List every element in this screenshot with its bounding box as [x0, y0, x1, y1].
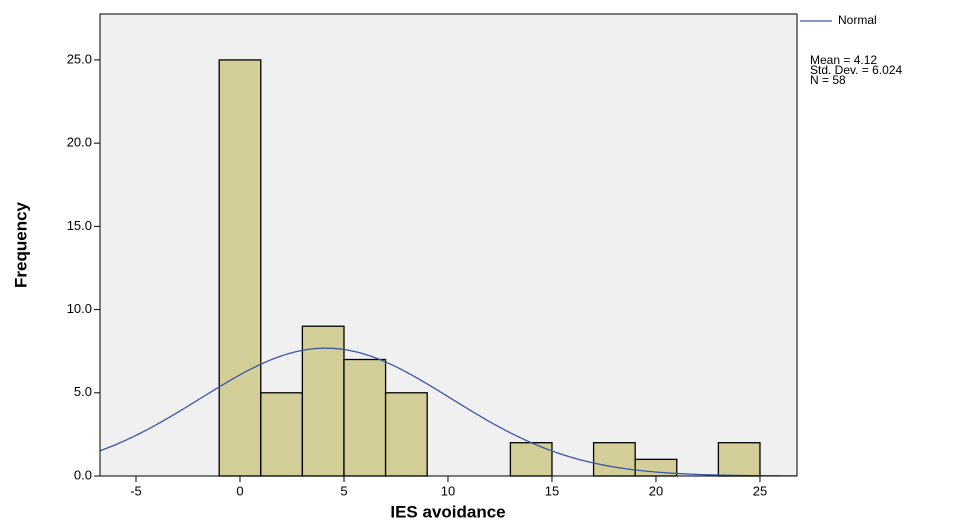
x-tick-label: 15 — [545, 483, 559, 498]
plot-frame — [99, 13, 798, 477]
y-tick-label: 10.0 — [67, 301, 92, 316]
x-tick-label: 20 — [649, 483, 663, 498]
bar — [717, 442, 761, 477]
plot-area — [100, 14, 797, 476]
bar — [384, 392, 428, 477]
x-tick-label: 10 — [441, 483, 455, 498]
y-tick-label: 0.0 — [74, 467, 92, 482]
stat-sd: Std. Dev. = 6.024 — [810, 63, 902, 77]
y-tick-label: 5.0 — [74, 384, 92, 399]
bar — [218, 59, 262, 477]
x-axis-label: IES avoidance — [390, 502, 505, 521]
stat-n: N = 58 — [810, 73, 846, 87]
bar — [301, 325, 345, 477]
y-tick-label: 25.0 — [67, 51, 92, 66]
bar — [343, 358, 387, 477]
bar — [592, 442, 636, 477]
y-tick-label: 15.0 — [67, 218, 92, 233]
normal-curve — [99, 347, 798, 477]
y-axis-label: Frequency — [11, 201, 30, 288]
x-tick-label: -5 — [130, 483, 142, 498]
bar — [260, 392, 304, 477]
bar — [509, 442, 553, 477]
legend-label: Normal — [838, 13, 877, 27]
stat-mean: Mean = 4.12 — [810, 53, 877, 67]
x-tick-label: 25 — [753, 483, 767, 498]
y-tick-label: 20.0 — [67, 135, 92, 150]
x-tick-label: 5 — [340, 483, 347, 498]
x-tick-label: 0 — [236, 483, 243, 498]
